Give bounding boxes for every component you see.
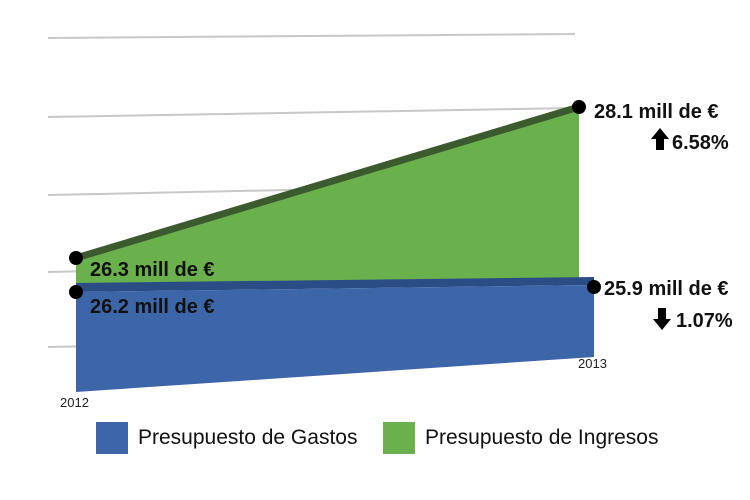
legend-item-gastos: Presupuesto de Gastos xyxy=(96,422,357,454)
label-gastos-2012: 26.2 mill de € xyxy=(90,296,215,318)
series-gastos xyxy=(76,277,594,392)
gridline xyxy=(47,33,576,39)
legend-label-gastos: Presupuesto de Gastos xyxy=(138,426,358,449)
marker-ingresos-2013 xyxy=(572,100,586,114)
line-ingresos xyxy=(72,103,583,262)
legend-item-ingresos: Presupuesto de Ingresos xyxy=(383,422,658,454)
slab-top-gastos xyxy=(76,277,594,292)
arrow-down-icon xyxy=(653,308,671,330)
marker-ingresos-2012 xyxy=(69,251,83,265)
change-ingresos: 6.58% xyxy=(672,132,729,154)
series-ingresos xyxy=(72,103,583,285)
marker-gastos-2013 xyxy=(587,280,601,294)
legend: Presupuesto de Gastos Presupuesto de Ing… xyxy=(0,422,750,462)
marker-gastos-2012 xyxy=(69,285,83,299)
label-ingresos-2012: 26.3 mill de € xyxy=(90,259,215,281)
area-gastos xyxy=(76,285,594,392)
change-gastos: 1.07% xyxy=(676,310,733,332)
area-ingresos xyxy=(76,107,579,285)
label-ingresos-2013: 28.1 mill de € xyxy=(594,101,719,123)
label-gastos-2013: 25.9 mill de € xyxy=(604,278,729,300)
markers xyxy=(69,100,601,299)
legend-label-ingresos: Presupuesto de Ingresos xyxy=(425,426,659,449)
data-labels: 26.3 mill de € 28.1 mill de € 26.2 mill de… xyxy=(90,101,733,332)
tick-2013: 2013 xyxy=(578,356,607,371)
legend-swatch-ingresos xyxy=(383,422,415,454)
gridline xyxy=(47,107,576,118)
arrow-up-icon xyxy=(651,128,669,150)
legend-swatch-gastos xyxy=(96,422,128,454)
x-tick-labels: 2012 2013 xyxy=(60,356,607,410)
tick-2012: 2012 xyxy=(60,395,89,410)
